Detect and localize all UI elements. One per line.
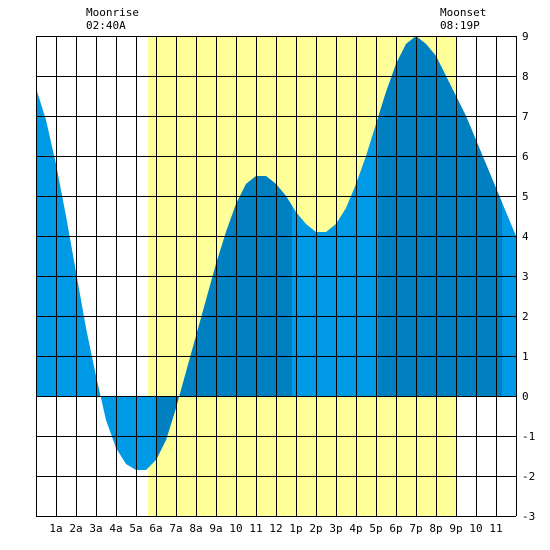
x-tick-label: 10	[229, 522, 242, 535]
x-tick-label: 2a	[69, 522, 82, 535]
x-tick-label: 3p	[329, 522, 342, 535]
y-tick-label: 0	[522, 390, 529, 403]
y-tick-label: -2	[522, 470, 535, 483]
x-tick-label: 5p	[369, 522, 382, 535]
grid-lines	[36, 36, 517, 517]
y-tick-label: 2	[522, 310, 529, 323]
x-tick-label: 7a	[169, 522, 182, 535]
moonrise-time: 02:40A	[86, 19, 126, 32]
moonset-time: 08:19P	[440, 19, 480, 32]
y-tick-label: 4	[522, 230, 529, 243]
y-tick-label: 8	[522, 70, 529, 83]
x-tick-label: 5a	[129, 522, 142, 535]
x-tick-label: 4a	[109, 522, 122, 535]
moonset-label: Moonset	[440, 6, 486, 19]
x-tick-label: 6a	[149, 522, 162, 535]
y-tick-label: 3	[522, 270, 529, 283]
x-tick-label: 1a	[49, 522, 62, 535]
x-tick-label: 8p	[429, 522, 442, 535]
x-tick-label: 1p	[289, 522, 302, 535]
y-tick-labels: -3 -2 -1 0 1 2 3 4 5 6 7 8 9	[522, 30, 535, 523]
moonrise-label: Moonrise	[86, 6, 139, 19]
x-tick-label: 6p	[389, 522, 402, 535]
x-tick-label: 11	[249, 522, 262, 535]
x-tick-label: 12	[269, 522, 282, 535]
x-tick-label: 9p	[449, 522, 462, 535]
y-tick-label: 6	[522, 150, 529, 163]
x-tick-label: 4p	[349, 522, 362, 535]
x-tick-label: 3a	[89, 522, 102, 535]
x-tick-label: 8a	[189, 522, 202, 535]
y-tick-label: 1	[522, 350, 529, 363]
x-tick-label: 11	[489, 522, 502, 535]
x-tick-label: 9a	[209, 522, 222, 535]
y-tick-label: 7	[522, 110, 529, 123]
x-tick-label: 10	[469, 522, 482, 535]
y-tick-label: 9	[522, 30, 529, 43]
x-tick-labels: 1a 2a 3a 4a 5a 6a 7a 8a 9a 10 11 12 1p 2p 3p 4p 5p 6p 7p 8p…	[49, 522, 502, 535]
y-tick-label: -1	[522, 430, 535, 443]
x-tick-label: 2p	[309, 522, 322, 535]
x-tick-label: 7p	[409, 522, 422, 535]
y-tick-label: 5	[522, 190, 529, 203]
y-tick-label: -3	[522, 510, 535, 523]
